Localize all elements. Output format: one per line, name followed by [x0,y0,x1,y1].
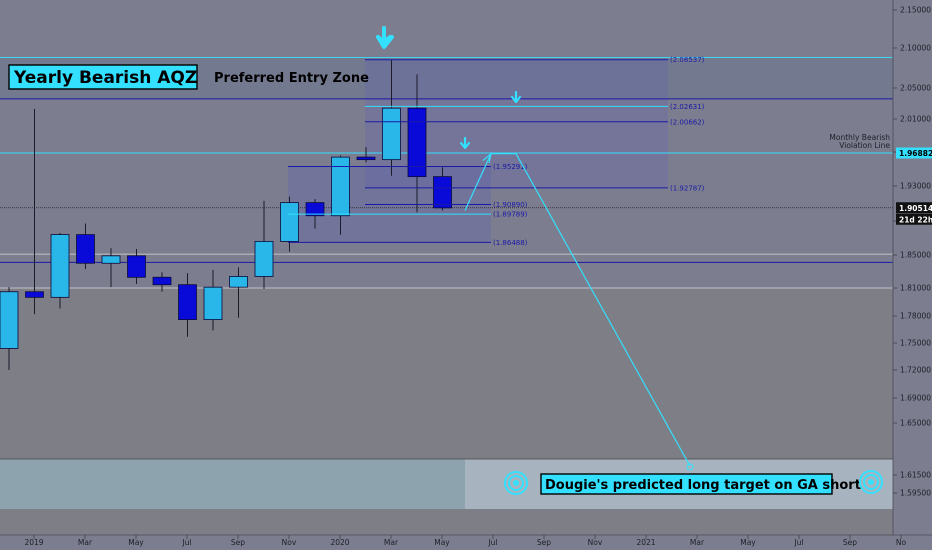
path-arrowhead [482,152,492,164]
price-tick-label: 1.75000 [900,339,931,348]
candle-body [127,255,146,278]
price-tick-label: 1.59500 [900,489,931,498]
fib-level-label: (2.02631) [670,103,705,111]
candle-body [280,202,299,242]
current-price-label: 1.90514 [899,204,932,213]
price-tick-label: 1.85000 [900,251,931,260]
fib-level-label: (1.86488) [493,239,528,247]
candles [0,60,452,370]
fib-level-label: (1.89789) [493,211,528,219]
candle-body [178,284,197,321]
fib-level-label: (1.95291) [493,163,528,171]
projected-price-path [464,153,691,467]
candle-body [433,176,452,209]
countdown-label: 21d 22h [899,215,932,224]
price-tick-label: 1.69000 [900,394,931,403]
candle-body [254,240,274,277]
candle-body [331,156,350,217]
violation-price-tag: 1.96882 [896,147,932,159]
target-icon-right [859,470,883,494]
target-band-left [0,459,465,509]
entry-zone-label: Preferred Entry Zone [214,71,369,86]
time-tick-label: Mar [384,538,399,547]
price-tick-label: 2.15000 [900,6,931,15]
price-tick-label: 1.65000 [900,419,931,428]
time-axis[interactable] [0,535,932,550]
time-tick-label: No [896,538,907,547]
violation-text-line1: Monthly Bearish [829,133,890,142]
fib-level-label: (1.92787) [670,184,705,192]
time-tick-label: 2020 [330,538,349,547]
violation-price-label: 1.96882 [899,149,932,158]
candle-body [152,276,172,286]
target-label: Dougie's predicted long target on GA sho… [545,478,861,493]
title-label: Yearly Bearish AQZ [13,68,197,88]
candle-body [305,202,325,217]
time-tick-label: May [434,538,450,547]
time-tick-label: Nov [588,538,603,547]
candle-body [382,107,401,161]
price-tick-label: 1.72000 [900,366,931,375]
price-axis[interactable] [893,0,932,535]
candle-body [50,234,70,298]
time-tick-label: Sep [843,538,857,547]
candle-body [203,286,223,320]
candle-body [229,276,248,288]
time-tick-label: Mar [78,538,93,547]
candle-body [356,156,376,161]
price-tick-label: 1.78000 [900,312,931,321]
down-arrow-icon-large [376,26,394,49]
down-arrow-icon-small-1 [510,90,522,104]
price-tick-label: 1.81000 [900,284,931,293]
time-tick-label: Mar [690,538,705,547]
fibonacci-levels: (2.08537) (2.02631) (2.00662) (1.95291) (1.9… [288,56,705,247]
current-price-tag: 1.90514 21d 22h [896,202,932,225]
time-tick-label: Sep [231,538,245,547]
fib-level-label: (1.90890) [493,201,528,209]
fib-level-label: (2.08537) [670,56,705,64]
down-arrow-icon-small-2 [459,136,471,150]
time-tick-label: 2021 [636,538,655,547]
violation-text-line2: Violation Line [839,141,890,150]
time-tick-label: Jul [793,538,803,547]
time-tick-label: May [128,538,144,547]
price-tick-label: 1.61500 [900,471,931,480]
candle-body [101,255,121,264]
candle-body [407,107,427,178]
time-tick-label: Jul [181,538,191,547]
target-label-box: Dougie's predicted long target on GA sho… [540,473,861,495]
price-tick-label: 2.01000 [900,115,931,124]
candle-body [76,234,95,264]
fib-level-label: (2.00662) [670,118,705,126]
candle-body [25,291,44,298]
target-point-marker [686,463,694,471]
time-axis-ticks: 2019 Mar May Jul Sep Nov 2020 Mar May Jul Sep Nov 20… [24,535,907,547]
price-tick-label: 1.93000 [900,182,931,191]
time-tick-label: Sep [537,538,551,547]
target-icon-left [504,471,528,495]
title-box: Yearly Bearish AQZ [8,64,198,90]
drawings [464,152,694,471]
time-tick-label: May [740,538,756,547]
candle-body [0,291,19,349]
time-tick-label: Jul [487,538,497,547]
price-tick-label: 2.05000 [900,84,931,93]
price-tick-label: 2.10000 [900,44,931,53]
time-tick-label: 2019 [24,538,43,547]
time-tick-label: Nov [282,538,297,547]
